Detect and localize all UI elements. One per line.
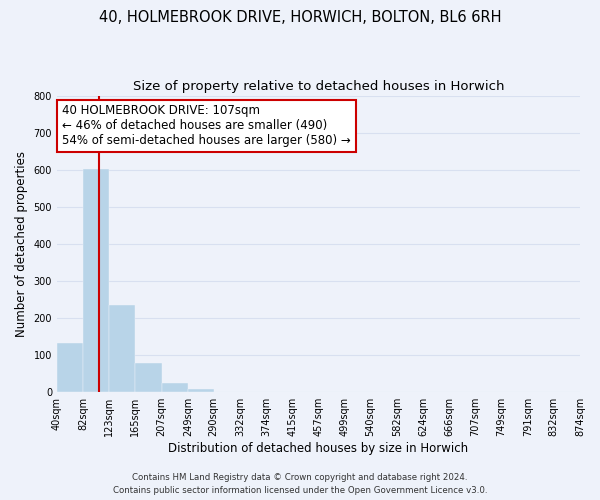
Bar [57,343,83,392]
Bar [109,304,136,392]
Bar [188,388,214,392]
Text: 40 HOLMEBROOK DRIVE: 107sqm
← 46% of detached houses are smaller (490)
54% of se: 40 HOLMEBROOK DRIVE: 107sqm ← 46% of det… [62,104,351,148]
Text: Contains HM Land Registry data © Crown copyright and database right 2024.
Contai: Contains HM Land Registry data © Crown c… [113,473,487,495]
X-axis label: Distribution of detached houses by size in Horwich: Distribution of detached houses by size … [169,442,469,455]
Bar [161,384,188,392]
Y-axis label: Number of detached properties: Number of detached properties [15,151,28,337]
Bar [83,168,109,392]
Title: Size of property relative to detached houses in Horwich: Size of property relative to detached ho… [133,80,504,93]
Text: 40, HOLMEBROOK DRIVE, HORWICH, BOLTON, BL6 6RH: 40, HOLMEBROOK DRIVE, HORWICH, BOLTON, B… [99,10,501,25]
Bar [136,364,161,392]
